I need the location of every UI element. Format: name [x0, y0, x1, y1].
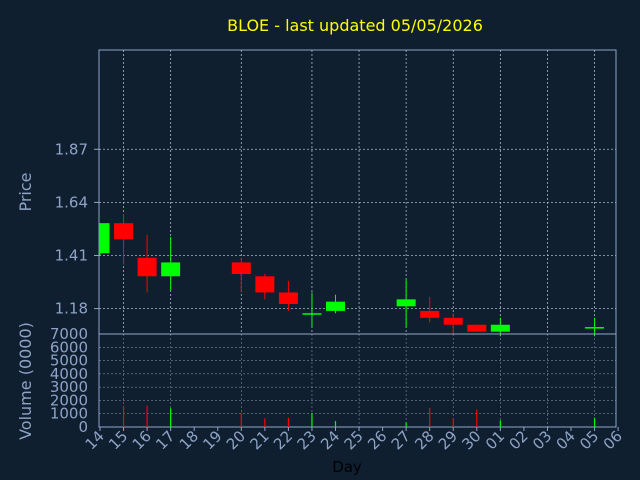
- candle-body: [396, 299, 416, 307]
- volume-bar: [476, 409, 478, 427]
- candle-body: [443, 317, 463, 325]
- candle: [490, 317, 510, 337]
- candle: [137, 234, 157, 293]
- candle: [585, 317, 605, 337]
- day-tick-label: 21: [246, 427, 272, 453]
- day-tick-label: 29: [435, 427, 461, 453]
- candle-body: [255, 276, 275, 293]
- candle: [302, 292, 322, 328]
- volume-bar: [593, 417, 596, 427]
- volume-bar: [146, 405, 148, 427]
- day-tick-label: 28: [411, 427, 437, 453]
- candle-body: [420, 310, 440, 318]
- candlestick-series: [99, 213, 605, 337]
- candle-body: [114, 223, 134, 240]
- volume-bar: [334, 421, 337, 427]
- day-tick-label: 27: [388, 427, 414, 453]
- day-tick-label: 19: [199, 427, 225, 453]
- candle: [231, 257, 251, 293]
- volume-tick-label: 1000: [50, 405, 88, 423]
- day-tick-label: 18: [176, 427, 202, 453]
- day-tick-label: 17: [152, 427, 178, 453]
- volume-bar: [429, 407, 431, 427]
- volume-axis-label: Volume (0000): [16, 322, 35, 440]
- price-tick-label: 1.41: [55, 246, 88, 264]
- volume-bar: [405, 422, 407, 427]
- candle-body: [302, 313, 322, 315]
- day-tick-label: 15: [105, 427, 131, 453]
- price-axis-label: Price: [16, 172, 35, 211]
- volume-bar: [264, 418, 266, 427]
- day-tick-label: 04: [553, 427, 579, 453]
- day-axis-label: Day: [332, 458, 362, 476]
- volume-bar: [170, 408, 172, 427]
- volume-bar: [499, 420, 501, 427]
- day-tick-label: 02: [505, 427, 531, 453]
- day-tick-label: 03: [529, 427, 555, 453]
- volume-tick-label: 7000: [50, 325, 88, 343]
- day-tick-label: 23: [294, 427, 320, 453]
- price-tick-label: 1.18: [55, 300, 88, 318]
- candle-body: [99, 223, 110, 254]
- day-tick-label: 25: [341, 427, 367, 453]
- price-tick-label: 1.87: [55, 140, 88, 158]
- candle-body: [490, 324, 510, 332]
- day-tick-label: 05: [576, 427, 602, 453]
- price-panel-frame: [98, 49, 617, 335]
- volume-tick-label: 4000: [50, 365, 88, 383]
- volume-bar: [311, 413, 313, 427]
- price-axis-ticks: 1.87 1.64 1.41 1.18: [55, 140, 99, 318]
- day-tick-label: 01: [482, 427, 508, 453]
- chart-title: BLOE - last updated 05/05/2026: [227, 16, 483, 35]
- candle: [396, 278, 416, 328]
- volume-tick-label: 6000: [50, 338, 88, 356]
- candle-body: [231, 262, 251, 274]
- volume-tick-label: 0: [78, 418, 88, 436]
- candle: [99, 223, 110, 256]
- day-tick-label: 24: [317, 427, 343, 453]
- volume-bar: [452, 418, 454, 427]
- candle: [443, 313, 463, 334]
- candle: [114, 213, 134, 265]
- volume-bar: [122, 407, 125, 427]
- volume-bar: [240, 413, 242, 427]
- price-gridlines: [99, 50, 616, 334]
- candle: [326, 294, 345, 314]
- day-tick-label: 20: [223, 427, 249, 453]
- candle: [420, 297, 440, 323]
- candle: [467, 324, 487, 332]
- candle: [278, 280, 298, 311]
- candle-body: [326, 301, 345, 311]
- day-tick-label: 22: [270, 427, 296, 453]
- candle: [255, 273, 275, 300]
- candle-body: [137, 257, 157, 277]
- volume-panel-frame: [98, 333, 617, 428]
- day-axis-ticks: 1415161718192021222324252627282930010203…: [82, 427, 626, 453]
- volume-tick-label: 2000: [50, 391, 88, 409]
- candle-body: [161, 262, 181, 277]
- day-tick-label: 06: [600, 427, 626, 453]
- volume-bar-series: [122, 405, 596, 427]
- candle-body: [278, 292, 298, 304]
- candle: [161, 237, 181, 291]
- day-tick-label: 16: [129, 427, 155, 453]
- candle-body: [585, 327, 605, 329]
- volume-gridlines: [99, 333, 616, 428]
- candle-body: [467, 324, 487, 332]
- day-tick-label: 26: [364, 427, 390, 453]
- volume-bar: [287, 417, 289, 427]
- day-tick-label: 30: [458, 427, 484, 453]
- volume-tick-label: 3000: [50, 378, 88, 396]
- price-tick-label: 1.64: [55, 193, 88, 211]
- volume-tick-label: 5000: [50, 352, 88, 370]
